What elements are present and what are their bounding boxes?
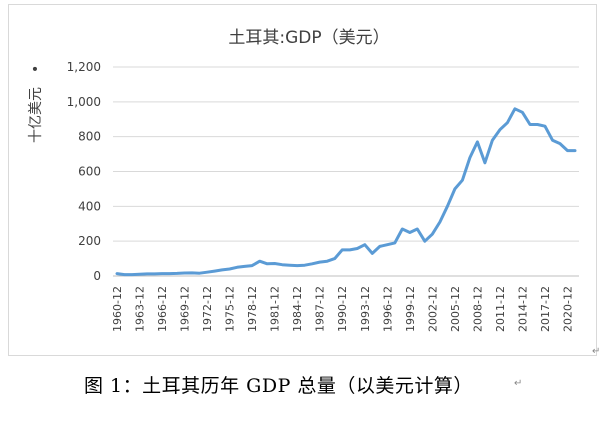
chart-frame: 土耳其:GDP（美元） 0 200 400 600 800 1,000 1,200 1960… xyxy=(8,4,597,356)
x-tick-label: 1969-12 xyxy=(179,286,192,332)
x-tick-label: 1966-12 xyxy=(156,286,169,332)
x-tick-label: 2002-12 xyxy=(426,286,439,332)
x-tick-label: 2008-12 xyxy=(471,286,484,332)
x-tick-label: 1975-12 xyxy=(224,286,237,332)
y-axis-tick-labels: 0 200 400 600 800 1,000 1,200 xyxy=(67,60,101,283)
x-tick-label: 2011-12 xyxy=(494,286,507,332)
y-tick-label: 200 xyxy=(78,234,101,248)
y-axis-label-dot: • xyxy=(28,65,44,73)
grid-lines xyxy=(113,66,579,277)
figure-caption: 图 1：土耳其历年 GDP 总量（以美元计算） xyxy=(84,375,473,397)
series-layer xyxy=(115,107,577,277)
x-tick-label: 1990-12 xyxy=(336,286,349,332)
y-tick-label: 1,000 xyxy=(67,95,101,109)
x-tick-label: 2014-12 xyxy=(516,286,529,332)
x-tick-label: 1960-12 xyxy=(111,286,124,332)
paragraph-mark-caption: ↵ xyxy=(514,378,523,389)
x-tick-label: 1981-12 xyxy=(269,286,282,332)
x-tick-label: 1987-12 xyxy=(314,286,327,332)
paragraph-mark-chart: ↵ xyxy=(592,346,601,357)
y-tick-label: 0 xyxy=(93,269,101,283)
y-tick-label: 800 xyxy=(78,130,101,144)
x-tick-label: 2020-12 xyxy=(561,286,574,332)
x-tick-label: 1978-12 xyxy=(246,286,259,332)
x-tick-label: 1996-12 xyxy=(381,286,394,332)
x-tick-label: 1993-12 xyxy=(359,286,372,332)
y-tick-label: 400 xyxy=(78,199,101,213)
y-tick-label: 1,200 xyxy=(67,60,101,74)
x-tick-label: 1963-12 xyxy=(134,286,147,332)
x-tick-label: 2017-12 xyxy=(539,286,552,332)
series-line-gdp xyxy=(115,107,577,277)
x-tick-label: 1999-12 xyxy=(404,286,417,332)
chart-title: 土耳其:GDP（美元） xyxy=(228,28,389,48)
y-axis-label: 十亿美元 xyxy=(28,87,44,143)
x-tick-label: 1972-12 xyxy=(201,286,214,332)
x-tick-label: 2005-12 xyxy=(449,286,462,332)
x-axis-tick-labels: 1960-12 1963-12 1966-12 1969-12 1972-12 1975-… xyxy=(111,286,574,332)
y-tick-label: 600 xyxy=(78,165,101,179)
gdp-line-chart: 土耳其:GDP（美元） 0 200 400 600 800 1,000 1,200 1960… xyxy=(28,28,579,332)
x-tick-label: 1984-12 xyxy=(291,286,304,332)
